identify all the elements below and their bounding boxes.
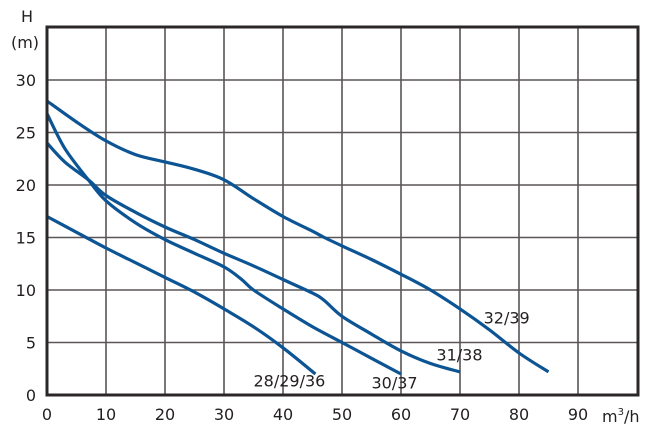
curve-32-39 [46, 99, 550, 374]
y-tick-30: 30 [16, 71, 36, 90]
series-label-30-37: 30/37 [372, 374, 418, 393]
y-tick-5: 5 [26, 334, 36, 353]
x-tick-40: 40 [273, 405, 293, 424]
x-axis-title: m3/h [602, 407, 640, 426]
x-axis-title-suffix: /h [624, 407, 640, 426]
plot-frame [45, 25, 640, 397]
curve-28-29-36 [46, 215, 317, 376]
x-tick-70: 70 [450, 405, 470, 424]
x-tick-80: 80 [509, 405, 529, 424]
y-tick-15: 15 [16, 229, 36, 248]
x-axis-title-base: m [602, 407, 618, 426]
y-tick-10: 10 [16, 281, 36, 300]
y-axis-title-h: H [21, 7, 33, 26]
series-label-31-38: 31/38 [436, 345, 482, 364]
curve-31-38 [45, 141, 461, 374]
x-tick-30: 30 [214, 405, 234, 424]
y-tick-20: 20 [16, 176, 36, 195]
x-tick-60: 60 [391, 405, 411, 424]
x-tick-0: 0 [42, 405, 52, 424]
x-axis-tick-labels: 0 10 20 30 40 50 60 70 80 90 [42, 405, 588, 424]
grid-lines [47, 27, 638, 395]
performance-curves [45, 99, 550, 376]
y-axis-title-unit: (m) [11, 33, 39, 52]
x-tick-90: 90 [568, 405, 588, 424]
x-tick-50: 50 [332, 405, 352, 424]
y-tick-0: 0 [26, 386, 36, 405]
series-label-32-39: 32/39 [484, 309, 530, 328]
x-tick-20: 20 [155, 405, 175, 424]
y-tick-25: 25 [16, 124, 36, 143]
series-label-28-29-36: 28/29/36 [254, 372, 326, 391]
x-tick-10: 10 [96, 405, 116, 424]
y-axis-tick-labels: 0 5 10 15 20 25 30 [16, 71, 36, 405]
x-axis-title-superscript: 3 [618, 407, 624, 418]
